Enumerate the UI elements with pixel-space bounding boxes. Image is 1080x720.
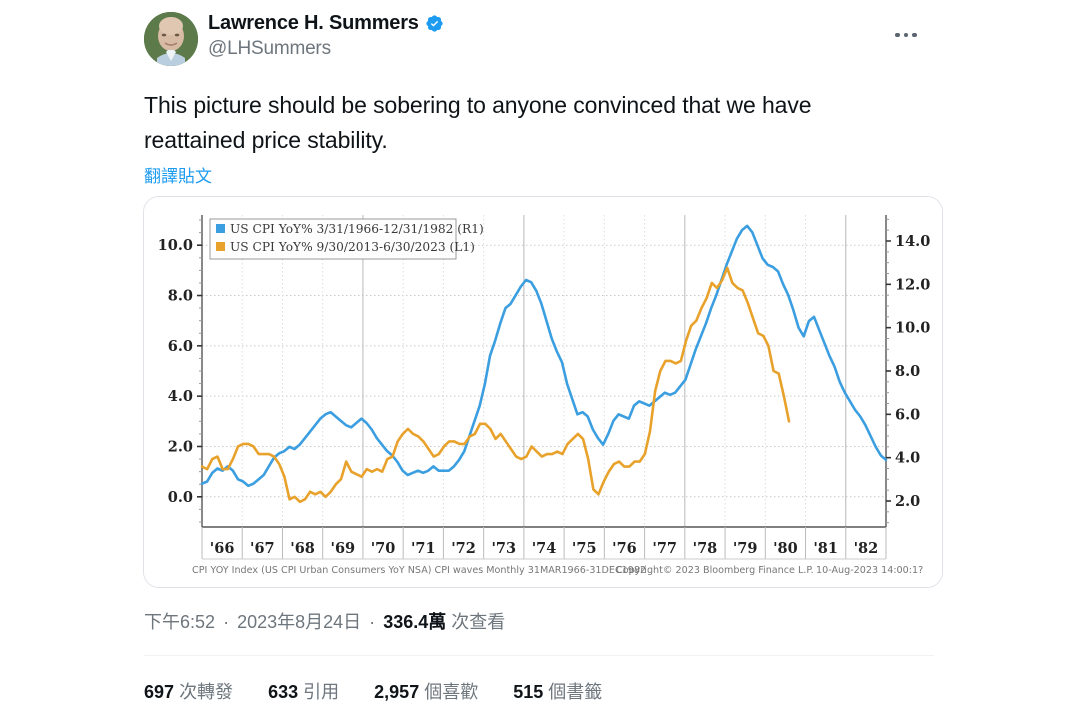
svg-text:'82: '82 [854,540,879,557]
post-time: 下午6:52 [144,612,216,632]
svg-text:'67: '67 [250,540,275,557]
quotes-count: 633 [268,682,299,702]
tweet-text: This picture should be sobering to anyon… [144,92,812,153]
avatar[interactable] [144,12,198,66]
svg-text:10.0: 10.0 [158,237,193,254]
account-names: Lawrence H. Summers @LHSummers [208,10,444,60]
engagement-stats: 697 次轉發 633 引用 2,957 個喜歡 515 個書籤 [144,678,632,704]
meta-separator-2: · [369,612,376,632]
svg-text:CPI YOY Index (US CPI Urban Co: CPI YOY Index (US CPI Urban Consumers Yo… [192,565,646,576]
stat-likes[interactable]: 2,957 個喜歡 [374,682,483,702]
tweet-card: Lawrence H. Summers @LHSummers This pict… [140,0,943,720]
svg-text:'68: '68 [290,540,315,557]
svg-text:10-Aug-2023 14:00:1?: 10-Aug-2023 14:00:1? [816,565,923,576]
svg-text:'66: '66 [210,540,235,557]
translate-post-link[interactable]: 翻譯貼文 [144,167,212,186]
svg-text:'81: '81 [813,540,838,557]
views-count: 336.4萬 [383,612,447,632]
svg-text:'74: '74 [532,540,557,557]
svg-text:4.0: 4.0 [168,388,193,405]
svg-text:2.0: 2.0 [895,493,920,510]
more-options-icon[interactable] [889,22,923,48]
display-name: Lawrence H. Summers [208,11,419,34]
svg-text:'73: '73 [491,540,516,557]
svg-text:'72: '72 [451,540,476,557]
svg-text:6.0: 6.0 [168,338,193,355]
stat-bookmarks[interactable]: 515 個書籤 [513,682,602,702]
svg-text:US CPI YoY% 3/31/1966-12/31/19: US CPI YoY% 3/31/1966-12/31/1982 (R1) [230,222,484,236]
stat-quotes[interactable]: 633 引用 [268,682,344,702]
svg-text:4.0: 4.0 [895,450,920,467]
svg-text:'71: '71 [411,540,436,557]
svg-text:14.0: 14.0 [895,233,930,250]
bookmarks-count: 515 [513,682,544,702]
svg-text:'79: '79 [733,540,758,557]
post-meta: 下午6:52 · 2023年8月24日 · 336.4萬 次查看 [144,608,505,634]
retweets-label: 次轉發 [179,682,234,702]
svg-text:12.0: 12.0 [895,276,930,293]
svg-text:'69: '69 [331,540,356,557]
divider [144,655,934,656]
svg-text:6.0: 6.0 [895,406,920,423]
svg-text:'70: '70 [371,540,396,557]
svg-text:2.0: 2.0 [168,438,193,455]
bookmarks-label: 個書籤 [548,682,603,702]
tweet-header: Lawrence H. Summers @LHSummers [140,8,940,66]
svg-text:10.0: 10.0 [895,320,930,337]
svg-text:'78: '78 [693,540,718,557]
likes-count: 2,957 [374,682,420,702]
cpi-comparison-chart: 0.0 2.0 4.0 6.0 8.0 10.0 2.0 4.0 6.0 8.0 10.0 12.0 1… [144,197,942,587]
post-date: 2023年8月24日 [237,612,362,632]
svg-text:'77: '77 [652,540,677,557]
svg-text:8.0: 8.0 [895,363,920,380]
svg-text:'75: '75 [572,540,597,557]
svg-text:8.0: 8.0 [168,288,193,305]
account-handle: @LHSummers [208,38,331,59]
tweet-media-chart[interactable]: 0.0 2.0 4.0 6.0 8.0 10.0 2.0 4.0 6.0 8.0 10.0 12.0 1… [143,196,943,588]
svg-text:Copyright© 2023 Bloomberg Fina: Copyright© 2023 Bloomberg Finance L.P. [616,565,814,576]
verified-badge-icon [426,14,443,32]
svg-text:US CPI YoY% 9/30/2013-6/30/202: US CPI YoY% 9/30/2013-6/30/2023 (L1) [230,240,475,254]
svg-text:'76: '76 [612,540,637,557]
quotes-label: 引用 [303,682,340,702]
svg-text:'80: '80 [773,540,798,557]
retweets-count: 697 [144,682,175,702]
views-label: 次查看 [451,612,506,632]
meta-separator-1: · [223,612,230,632]
likes-label: 個喜歡 [424,682,479,702]
svg-text:0.0: 0.0 [168,489,193,506]
stat-retweets[interactable]: 697 次轉發 [144,682,238,702]
